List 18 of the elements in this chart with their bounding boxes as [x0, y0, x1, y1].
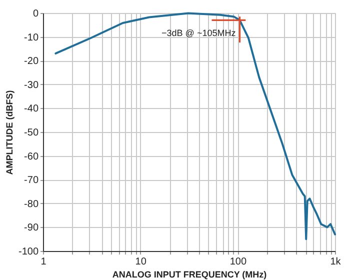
y-tick-label: -20: [24, 56, 39, 68]
annotation: −3dB @ ~105MHz: [162, 28, 236, 38]
x-tick-label: 10: [135, 256, 147, 268]
x-tick-label: 1k: [330, 256, 342, 268]
x-tick-label: 1: [40, 256, 47, 268]
y-tick-label: -100: [18, 246, 39, 258]
y-tick-label: -90: [24, 222, 39, 234]
y-tick-label: -80: [24, 198, 39, 210]
x-tick-label: 100: [230, 256, 247, 268]
y-axis-title: AMPLITUDE (dBFS): [4, 90, 14, 175]
y-tick-label: -40: [24, 104, 39, 115]
y-tick-label: -50: [24, 128, 39, 138]
y-tick-label: -70: [24, 175, 39, 186]
x-axis-title: ANALOG INPUT FREQUENCY (MHz): [112, 270, 267, 280]
y-tick-label: -30: [24, 80, 39, 91]
y-tick-label: -60: [24, 151, 39, 162]
y-tick-label: -10: [24, 32, 39, 44]
y-tick-label: 0: [32, 8, 39, 20]
